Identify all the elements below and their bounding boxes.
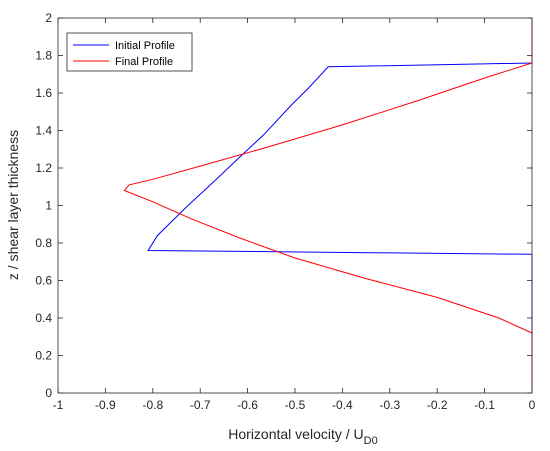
y-axis-label: z / shear layer thickness	[5, 130, 21, 280]
x-axis-label-main: Horizontal velocity / U	[228, 426, 363, 442]
plot-area	[58, 18, 532, 393]
y-tick-label: 1.8	[35, 49, 52, 63]
x-tick-label: -0.5	[285, 398, 306, 412]
y-tick-label: 1.2	[35, 161, 52, 175]
y-tick-label: 0.4	[35, 311, 52, 325]
y-tick-label: 0.8	[35, 236, 52, 250]
x-tick-label: 0	[529, 398, 536, 412]
x-tick-label: -0.3	[379, 398, 400, 412]
y-tick-label: 0.6	[35, 274, 52, 288]
x-axis-label-subscript: D0	[364, 435, 378, 447]
y-tick-label: 2	[45, 11, 52, 25]
x-tick-label: -0.8	[142, 398, 163, 412]
x-tick-label: -0.1	[474, 398, 495, 412]
legend-label-final: Final Profile	[115, 56, 173, 68]
y-tick-label: 0	[45, 386, 52, 400]
x-tick-label: -0.2	[427, 398, 448, 412]
x-tick-label: -0.7	[190, 398, 211, 412]
y-tick-label: 1	[45, 199, 52, 213]
axes-layer: -1 -0.9 -0.8 -0.7 -0.6 -0.5 -0.4 -0.3 -0.2 -0.1 0 0…	[35, 11, 535, 412]
legend-box	[66, 32, 193, 72]
y-tick-label: 1.6	[35, 86, 52, 100]
legend: Initial Profile Final Profile	[66, 32, 193, 72]
y-tick-label: 1.4	[35, 124, 52, 138]
x-tick-label: -0.9	[95, 398, 116, 412]
x-tick-label: -1	[53, 398, 64, 412]
series-line-final	[123, 18, 533, 393]
x-axis-label: Horizontal velocity / UD0	[228, 426, 377, 447]
x-tick-label: -0.4	[332, 398, 353, 412]
legend-label-initial: Initial Profile	[115, 40, 175, 52]
y-tick-label: 0.2	[35, 349, 52, 363]
x-tick-label: -0.6	[237, 398, 258, 412]
